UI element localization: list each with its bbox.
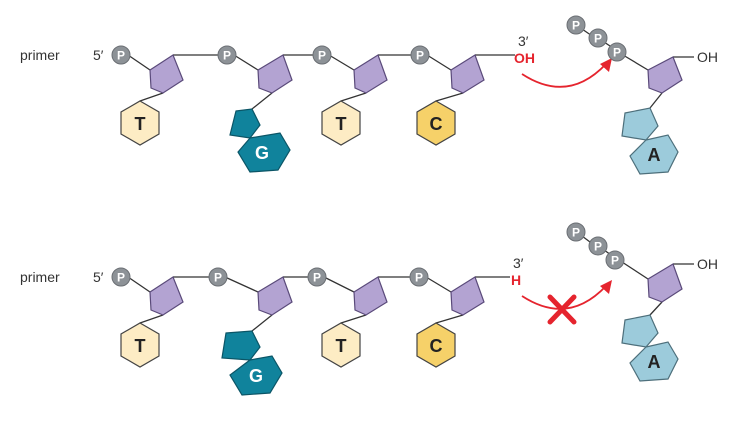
svg-text:T: T <box>135 114 146 134</box>
phosphate-3: P <box>312 45 332 65</box>
primer-label: primer <box>20 47 60 63</box>
five-prime-label: 5′ <box>93 269 104 285</box>
sugar-1 <box>149 54 184 94</box>
three-prime-h: H <box>511 272 521 288</box>
incoming-nucleotide: P P P OH A <box>566 222 718 382</box>
base-a: A <box>621 107 679 175</box>
phosphate-alpha: P <box>566 222 586 242</box>
base-t-2: T <box>321 100 361 146</box>
bottom-row: primer 5′ P P P <box>20 222 718 396</box>
incoming-sugar <box>647 263 683 303</box>
blocked-x-icon <box>547 294 577 325</box>
phosphate-label: P <box>214 271 222 285</box>
svg-text:P: P <box>594 32 602 46</box>
svg-text:T: T <box>135 336 146 356</box>
sugar-2 <box>257 276 293 316</box>
phosphate-label: P <box>415 271 423 285</box>
base-t-1: T <box>120 322 160 368</box>
phosphate-label: P <box>318 49 326 63</box>
svg-text:P: P <box>594 240 602 254</box>
phosphate-4: P <box>410 45 430 65</box>
svg-text:P: P <box>572 226 580 240</box>
phosphate-1: P <box>111 267 131 287</box>
phosphate-gamma: P <box>605 250 625 270</box>
three-prime-label: 3′ <box>513 255 524 271</box>
sugar-4 <box>450 276 485 316</box>
phosphate-beta: P <box>588 236 608 256</box>
base-c: C <box>416 322 456 368</box>
svg-text:C: C <box>430 336 443 356</box>
sugar-4 <box>450 54 485 94</box>
phosphate-label: P <box>313 271 321 285</box>
base-a: A <box>621 314 679 382</box>
primer-label: primer <box>20 269 60 285</box>
incoming-nucleotide: P P P OH A <box>566 15 718 175</box>
svg-text:P: P <box>613 46 621 60</box>
base-g: G <box>229 108 291 173</box>
base-t-1: T <box>120 100 160 146</box>
svg-text:C: C <box>430 114 443 134</box>
base-g: G <box>221 330 283 396</box>
svg-text:G: G <box>249 366 263 386</box>
svg-text:T: T <box>336 114 347 134</box>
sugar-2 <box>257 54 293 94</box>
svg-text:A: A <box>648 145 661 165</box>
three-prime-oh: OH <box>514 50 535 66</box>
base-t-2: T <box>321 322 361 368</box>
sugar-3 <box>353 276 388 316</box>
five-prime-label: 5′ <box>93 47 104 63</box>
sugar-1 <box>149 276 184 316</box>
phosphate-3: P <box>307 267 327 287</box>
svg-text:T: T <box>336 336 347 356</box>
sugar-3 <box>353 54 388 94</box>
svg-text:G: G <box>255 143 269 163</box>
three-prime-label: 3′ <box>518 33 529 49</box>
top-row: primer 5′ P P P <box>20 15 718 175</box>
svg-text:P: P <box>572 19 580 33</box>
svg-text:P: P <box>611 254 619 268</box>
phosphate-beta: P <box>588 28 608 48</box>
backbone <box>127 54 515 110</box>
phosphate-2: P <box>208 267 228 287</box>
phosphate-2: P <box>217 45 237 65</box>
base-c: C <box>416 100 456 146</box>
reaction-arrow <box>521 58 612 88</box>
phosphate-4: P <box>409 267 429 287</box>
incoming-sugar <box>647 56 683 94</box>
phosphate-label: P <box>117 49 125 63</box>
backbone <box>127 276 510 332</box>
phosphate-gamma: P <box>607 42 627 62</box>
phosphate-1: P <box>111 45 131 65</box>
phosphate-label: P <box>223 49 231 63</box>
phosphate-alpha: P <box>566 15 586 35</box>
phosphate-label: P <box>416 49 424 63</box>
phosphate-label: P <box>117 271 125 285</box>
incoming-oh: OH <box>697 49 718 65</box>
incoming-oh: OH <box>697 256 718 272</box>
svg-text:A: A <box>648 352 661 372</box>
